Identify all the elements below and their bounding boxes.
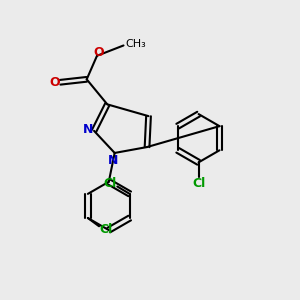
Text: O: O <box>93 46 104 59</box>
Text: Cl: Cl <box>100 223 113 236</box>
Text: Cl: Cl <box>103 177 117 190</box>
Text: Cl: Cl <box>192 177 205 190</box>
Text: N: N <box>82 123 93 136</box>
Text: CH₃: CH₃ <box>125 39 146 49</box>
Text: N: N <box>108 154 119 167</box>
Text: O: O <box>50 76 60 89</box>
